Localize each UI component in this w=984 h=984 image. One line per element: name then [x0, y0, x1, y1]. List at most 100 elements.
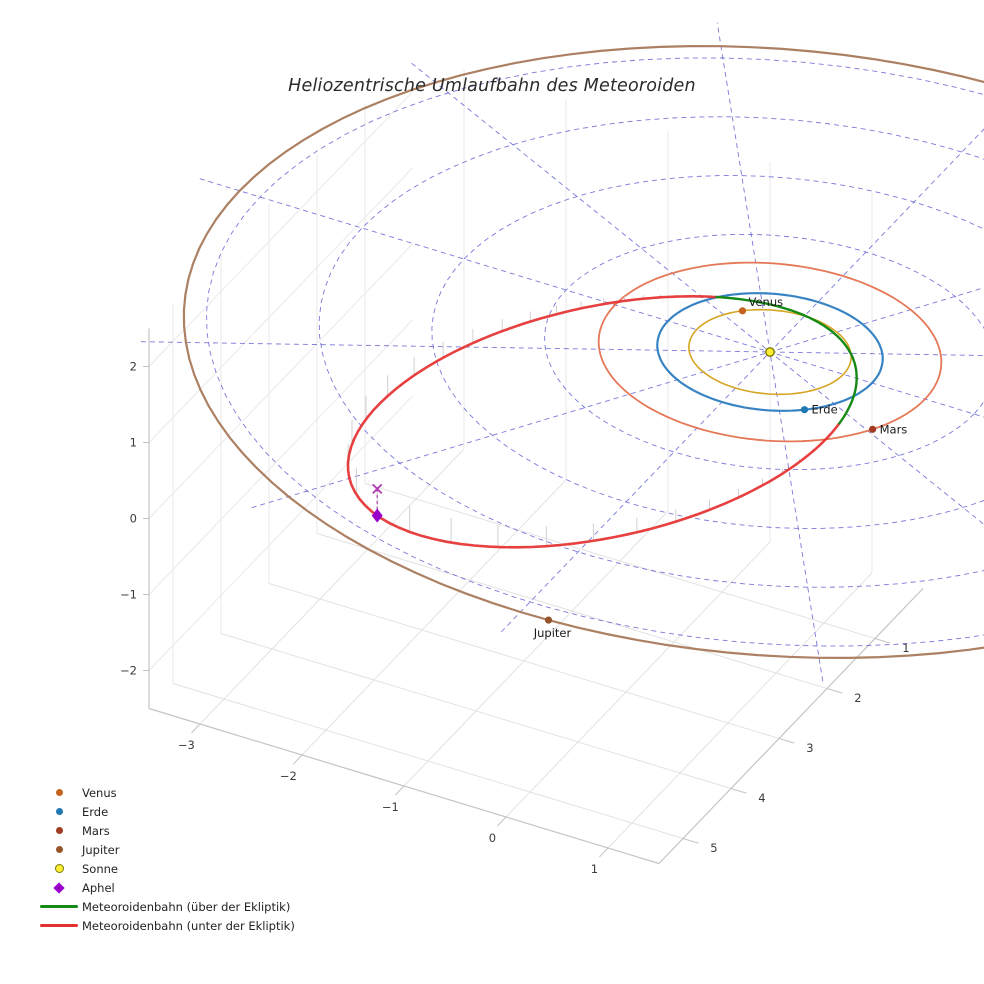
- y-tick-label: 1: [902, 641, 909, 655]
- meteoroid-orbit-above: [715, 295, 858, 425]
- x-tick-label: −1: [382, 800, 399, 814]
- planet-marker-mars: [869, 425, 877, 433]
- wall-grid-line: [148, 319, 414, 595]
- sun-marker: [765, 347, 775, 357]
- wall-grid-line: [148, 243, 414, 519]
- wall-grid-line: [148, 167, 414, 443]
- floor-grid-line: [316, 533, 828, 689]
- floor-grid-line: [172, 683, 684, 839]
- planet-label-venus: Venus: [749, 295, 784, 309]
- legend-label: Meteoroidenbahn (unter der Ekliptik): [82, 918, 295, 933]
- ecliptic-grid-radial: [409, 61, 984, 526]
- legend-item: Meteoroidenbahn (unter der Ekliptik): [36, 916, 295, 935]
- orbit-venus: [688, 308, 852, 396]
- legend-item: Sonne: [36, 859, 295, 878]
- x-tick-label: −3: [178, 738, 195, 752]
- legend-item: Erde: [36, 802, 295, 821]
- legend-line-icon: [40, 924, 78, 927]
- orbit-erde: [656, 292, 884, 412]
- ecliptic-grid-circle: [318, 116, 984, 588]
- legend-marker: [36, 924, 82, 927]
- legend: Venus Erde Mars Jupiter Sonne Aphel Meteoroide…: [36, 783, 295, 935]
- legend-diamond-icon: [53, 881, 65, 894]
- legend-item: Venus: [36, 783, 295, 802]
- floor-grid-line: [364, 483, 876, 639]
- legend-marker: [36, 846, 82, 853]
- legend-marker: [36, 827, 82, 834]
- floor-grid-line: [268, 583, 780, 739]
- legend-item: Mars: [36, 821, 295, 840]
- y-tick-label: 2: [854, 691, 861, 705]
- x-tick: [599, 847, 609, 858]
- planet-marker-erde: [800, 406, 809, 414]
- z-tick-label: −1: [120, 588, 137, 602]
- y-tick-label: 3: [806, 741, 813, 755]
- x-tick: [191, 723, 201, 734]
- planet-marker-venus: [738, 307, 747, 315]
- y-axis-line: [658, 588, 924, 864]
- legend-label: Erde: [82, 804, 109, 819]
- z-tick-label: −2: [120, 664, 137, 678]
- legend-item: Jupiter: [36, 840, 295, 859]
- x-tick-label: 0: [489, 831, 496, 845]
- chart-title: Heliozentrische Umlaufbahn des Meteoroid…: [288, 76, 696, 96]
- x-tick: [293, 754, 303, 765]
- wall-grid-line: [148, 91, 414, 367]
- y-tick-label: 4: [758, 791, 765, 805]
- z-tick-label: 1: [130, 436, 137, 450]
- y-tick-label: 5: [710, 841, 717, 855]
- floor-grid-line: [403, 510, 669, 787]
- planet-marker-jupiter: [544, 616, 553, 624]
- x-tick: [497, 816, 507, 827]
- floor-grid-line: [607, 572, 873, 849]
- wall-grid-line: [148, 395, 414, 671]
- legend-label: Venus: [82, 785, 117, 800]
- y-tick: [682, 838, 699, 844]
- legend-label: Meteoroidenbahn (über der Ekliptik): [82, 899, 291, 914]
- legend-label: Jupiter: [82, 842, 120, 857]
- z-tick-label: 2: [130, 360, 137, 374]
- legend-sun-icon: [54, 864, 64, 873]
- aphel-ecliptic-cross: [372, 483, 383, 495]
- ecliptic-grid-radial: [251, 287, 984, 509]
- legend-marker: [36, 864, 82, 873]
- legend-marker: [36, 808, 82, 815]
- legend-dot-icon: [55, 808, 63, 815]
- floor-grid-line: [220, 633, 732, 789]
- planet-label-erde: Erde: [812, 403, 838, 417]
- ecliptic-grid-circle: [206, 57, 984, 647]
- planet-label-jupiter: Jupiter: [533, 626, 572, 640]
- legend-marker: [36, 905, 82, 908]
- legend-marker: [36, 789, 82, 796]
- legend-item: Meteoroidenbahn (über der Ekliptik): [36, 897, 295, 916]
- legend-dot-icon: [55, 827, 63, 834]
- x-tick-label: 1: [591, 862, 598, 876]
- y-tick: [826, 688, 843, 694]
- legend-marker: [36, 881, 82, 894]
- orbit-jupiter: [182, 44, 984, 660]
- ecliptic-grid-circle: [431, 175, 984, 529]
- legend-label: Mars: [82, 823, 110, 838]
- legend-dot-icon: [55, 789, 63, 796]
- y-tick: [874, 638, 891, 644]
- planet-label-mars: Mars: [880, 422, 908, 436]
- legend-label: Aphel: [82, 880, 115, 895]
- x-tick-label: −2: [280, 769, 297, 783]
- orbit-mars: [597, 261, 943, 443]
- ecliptic-grid-radial: [140, 341, 984, 356]
- floor-grid-line: [199, 448, 465, 725]
- ecliptic-grid-radial: [500, 128, 984, 633]
- x-tick: [395, 785, 405, 796]
- legend-item: Aphel: [36, 878, 295, 897]
- legend-dot-icon: [55, 846, 63, 853]
- legend-label: Sonne: [82, 861, 118, 876]
- y-tick: [730, 788, 747, 794]
- z-tick-label: 0: [130, 512, 137, 526]
- y-tick: [778, 738, 795, 744]
- meteoroid-orbit-below: [346, 295, 841, 549]
- floor-grid-line: [301, 479, 567, 756]
- aphel-marker: [371, 508, 383, 523]
- legend-line-icon: [40, 905, 78, 908]
- floor-grid-line: [505, 541, 771, 818]
